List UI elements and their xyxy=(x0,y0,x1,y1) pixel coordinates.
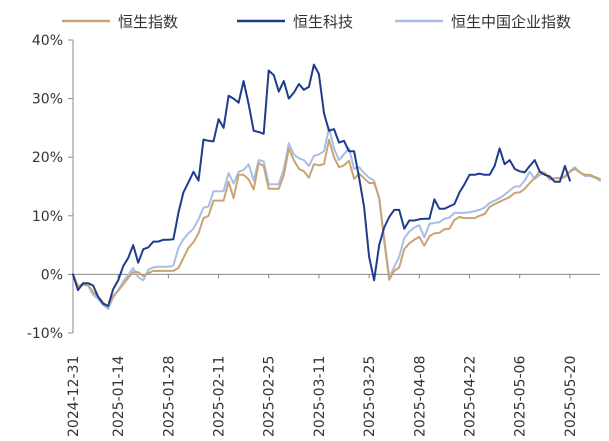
x-tick-label: 2025-01-14 xyxy=(111,356,127,437)
x-tick-label: 2025-03-25 xyxy=(362,356,378,437)
y-tick-label: 10% xyxy=(32,209,63,225)
x-tick-label: 2025-05-06 xyxy=(513,356,529,437)
plot-area xyxy=(72,63,601,310)
series-line-3 xyxy=(72,126,601,310)
legend-label: 恒生指数 xyxy=(118,13,178,31)
x-tick-label: 2025-04-08 xyxy=(412,356,428,437)
x-tick-label: 2025-02-11 xyxy=(212,356,228,437)
y-tick-label: 20% xyxy=(32,150,63,166)
y-tick-label: 30% xyxy=(32,92,63,108)
legend-label: 恒生中国企业指数 xyxy=(451,13,571,31)
x-tick-label: 2024-12-31 xyxy=(66,356,82,437)
x-axis: 2024-12-31 2025-01-14 2025-01-28 2025-02-11… xyxy=(66,273,600,437)
legend: 恒生指数 恒生科技 恒生中国企业指数 xyxy=(62,13,571,31)
series-line-2 xyxy=(72,63,571,307)
x-tick-label: 2025-03-11 xyxy=(312,356,328,437)
y-tick-label: -10% xyxy=(27,326,63,342)
series-line-1 xyxy=(72,138,601,308)
x-tick-label: 2025-04-22 xyxy=(463,356,479,437)
y-tick-label: 40% xyxy=(32,33,63,49)
y-axis: -10% 0% 10% 20% 30% 40% xyxy=(27,33,74,342)
x-tick-label: 2025-05-20 xyxy=(563,356,579,437)
y-tick-label: 0% xyxy=(41,267,63,283)
x-tick-label: 2025-01-28 xyxy=(161,356,177,437)
x-tick-label: 2025-02-25 xyxy=(262,356,278,437)
legend-label: 恒生科技 xyxy=(293,13,353,31)
